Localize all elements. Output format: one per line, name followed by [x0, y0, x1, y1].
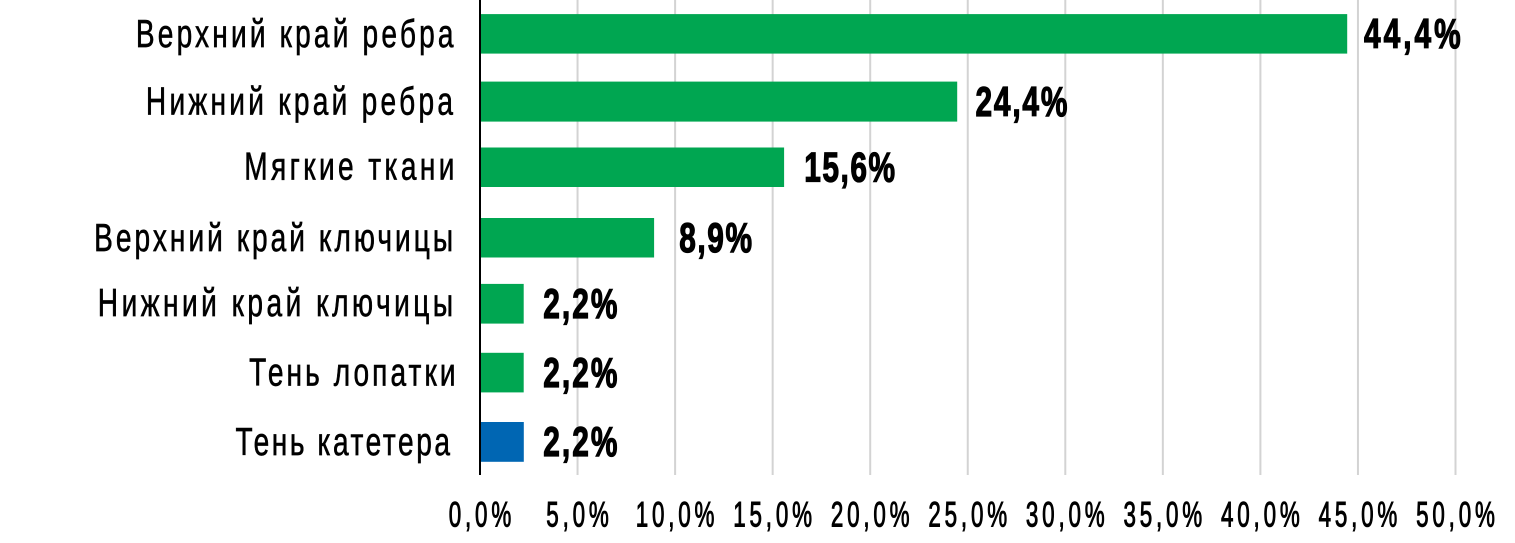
svg-text:Верхний край ребра: Верхний край ребра [136, 13, 457, 57]
svg-text:20,0%: 20,0% [831, 496, 914, 535]
svg-text:45,0%: 45,0% [1319, 496, 1402, 535]
svg-text:5,0%: 5,0% [546, 496, 612, 535]
svg-text:25,0%: 25,0% [928, 496, 1011, 535]
svg-text:8,9%: 8,9% [679, 214, 753, 261]
svg-text:50,0%: 50,0% [1416, 496, 1499, 535]
svg-text:30,0%: 30,0% [1026, 496, 1109, 535]
svg-text:Верхний край ключицы: Верхний край ключицы [94, 216, 456, 260]
svg-text:Тень лопатки: Тень лопатки [249, 351, 458, 395]
svg-text:40,0%: 40,0% [1221, 496, 1304, 535]
svg-text:Тень катетера: Тень катетера [235, 421, 452, 465]
svg-text:10,0%: 10,0% [636, 496, 719, 535]
svg-text:Нижний край ребра: Нижний край ребра [146, 80, 456, 124]
svg-text:2,2%: 2,2% [543, 280, 619, 327]
svg-text:24,4%: 24,4% [976, 78, 1070, 125]
svg-text:15,0%: 15,0% [733, 496, 816, 535]
svg-text:Нижний край ключицы: Нижний край ключицы [98, 282, 457, 326]
svg-text:2,2%: 2,2% [543, 349, 619, 396]
svg-text:0,0%: 0,0% [449, 496, 515, 535]
svg-text:44,4%: 44,4% [1364, 10, 1464, 57]
svg-text:15,6%: 15,6% [804, 144, 896, 191]
svg-text:35,0%: 35,0% [1123, 496, 1206, 535]
svg-text:2,2%: 2,2% [543, 418, 619, 465]
svg-text:Мягкие ткани: Мягкие ткани [244, 145, 458, 189]
